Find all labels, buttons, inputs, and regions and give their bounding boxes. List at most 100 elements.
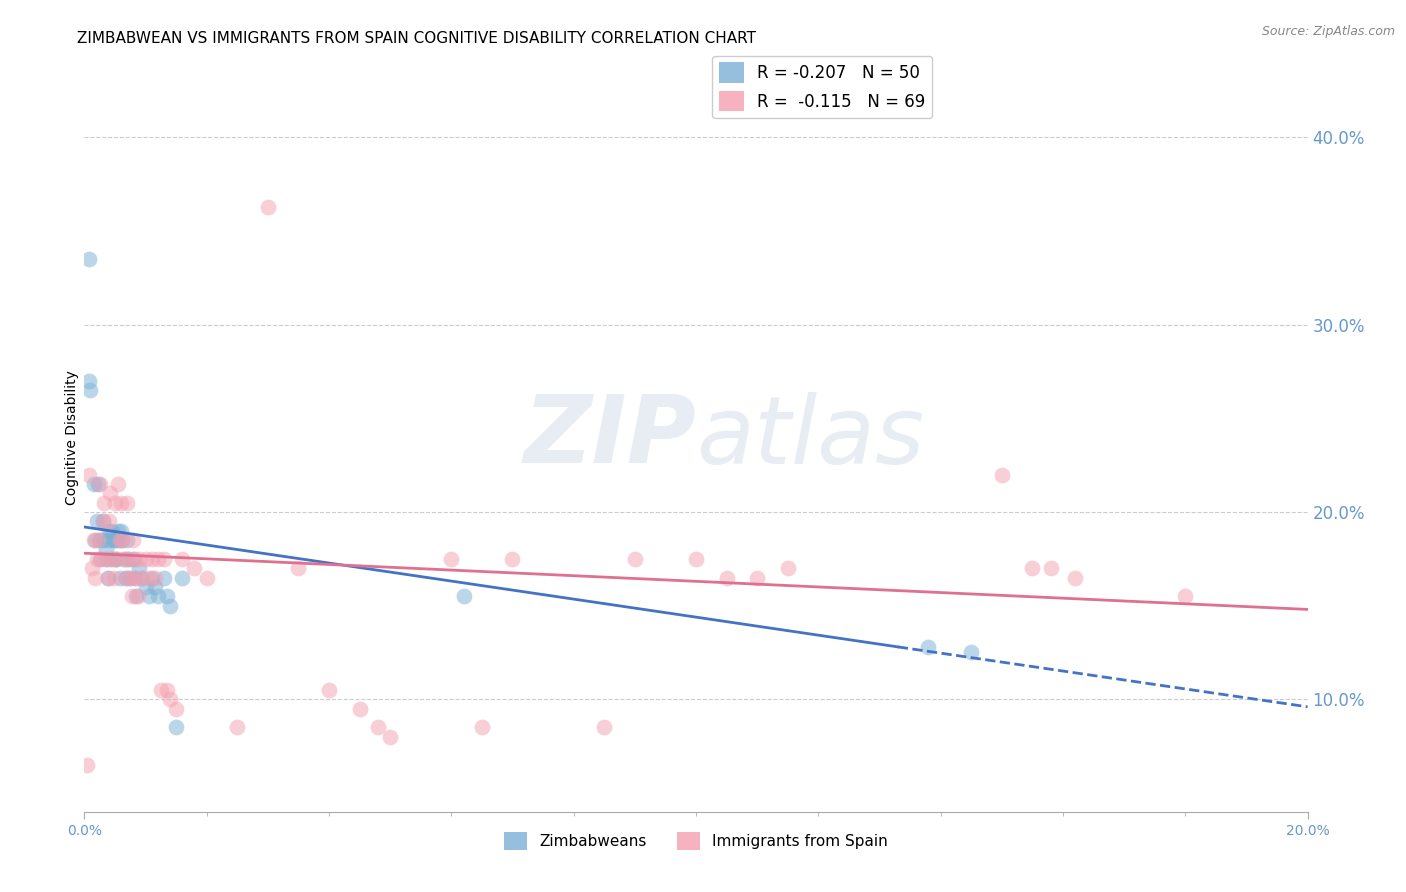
Point (101, 524, 124, 538)
Point (111, 533, 134, 547)
Point (135, 580, 157, 594)
Point (960, 646, 983, 660)
Point (94, 551, 117, 566)
Point (471, 721, 494, 735)
Point (97, 571, 120, 585)
Point (107, 476, 129, 491)
Point (91, 514, 114, 528)
Point (1174, 589, 1197, 603)
Point (156, 683, 179, 698)
Point (593, 721, 616, 735)
Point (77, 467, 100, 482)
Point (440, 551, 463, 566)
Point (111, 533, 134, 547)
Point (153, 551, 176, 566)
Point (776, 561, 799, 575)
Point (117, 551, 139, 566)
Point (257, 200, 280, 214)
Point (83, 533, 105, 547)
Point (380, 730, 402, 744)
Point (76, 758, 98, 772)
Point (87, 533, 110, 547)
Point (77, 252, 100, 266)
Point (122, 551, 145, 566)
Point (104, 551, 127, 566)
Point (367, 721, 389, 735)
Point (112, 551, 135, 566)
Point (143, 571, 166, 585)
Point (146, 551, 169, 566)
Point (91, 514, 114, 528)
Text: Source: ZipAtlas.com: Source: ZipAtlas.com (1261, 25, 1395, 38)
Point (104, 496, 127, 510)
Point (98, 551, 121, 566)
Point (108, 533, 131, 547)
Point (105, 551, 128, 566)
Point (107, 533, 129, 547)
Point (104, 533, 127, 547)
Point (624, 551, 647, 566)
Point (226, 721, 249, 735)
Point (84, 571, 107, 585)
Point (94, 551, 117, 566)
Point (159, 692, 181, 706)
Point (149, 683, 172, 698)
Point (101, 551, 124, 566)
Point (77, 374, 100, 388)
Point (98, 486, 121, 500)
Point (122, 533, 145, 547)
Point (112, 551, 135, 566)
Point (287, 561, 309, 575)
Point (1064, 571, 1087, 585)
Point (747, 571, 769, 585)
Point (153, 571, 176, 585)
Point (86, 551, 108, 566)
Point (124, 551, 146, 566)
Point (94, 542, 117, 557)
Point (165, 701, 187, 715)
Point (115, 496, 138, 510)
Point (141, 571, 163, 585)
Legend: Zimbabweans, Immigrants from Spain: Zimbabweans, Immigrants from Spain (498, 826, 894, 856)
Point (135, 551, 157, 566)
Point (89, 476, 111, 491)
Point (86, 514, 108, 528)
Point (90, 551, 112, 566)
Point (120, 571, 142, 585)
Point (107, 524, 129, 538)
Point (97, 571, 120, 585)
Point (97, 533, 120, 547)
Text: ZIMBABWEAN VS IMMIGRANTS FROM SPAIN COGNITIVE DISABILITY CORRELATION CHART: ZIMBABWEAN VS IMMIGRANTS FROM SPAIN COGN… (77, 31, 756, 46)
Point (138, 571, 160, 585)
Point (143, 580, 166, 594)
Point (453, 589, 475, 603)
Point (146, 589, 169, 603)
Point (128, 551, 150, 566)
Point (105, 551, 128, 566)
Point (97, 524, 120, 538)
Text: ZIP: ZIP (523, 391, 696, 483)
Point (110, 496, 132, 510)
Point (1021, 561, 1043, 575)
Point (159, 599, 181, 613)
Point (138, 589, 160, 603)
Point (991, 467, 1014, 482)
Point (172, 551, 194, 566)
Point (79, 384, 101, 398)
Point (84, 533, 107, 547)
Point (115, 533, 138, 547)
Text: atlas: atlas (696, 392, 924, 483)
Point (131, 571, 153, 585)
Point (115, 571, 138, 585)
Point (165, 721, 187, 735)
Point (318, 683, 340, 698)
Point (89, 533, 111, 547)
Point (117, 551, 139, 566)
Point (183, 561, 205, 575)
Point (1039, 561, 1062, 575)
Point (141, 551, 163, 566)
Point (87, 476, 110, 491)
Point (115, 571, 138, 585)
Point (125, 589, 148, 603)
Point (108, 571, 131, 585)
